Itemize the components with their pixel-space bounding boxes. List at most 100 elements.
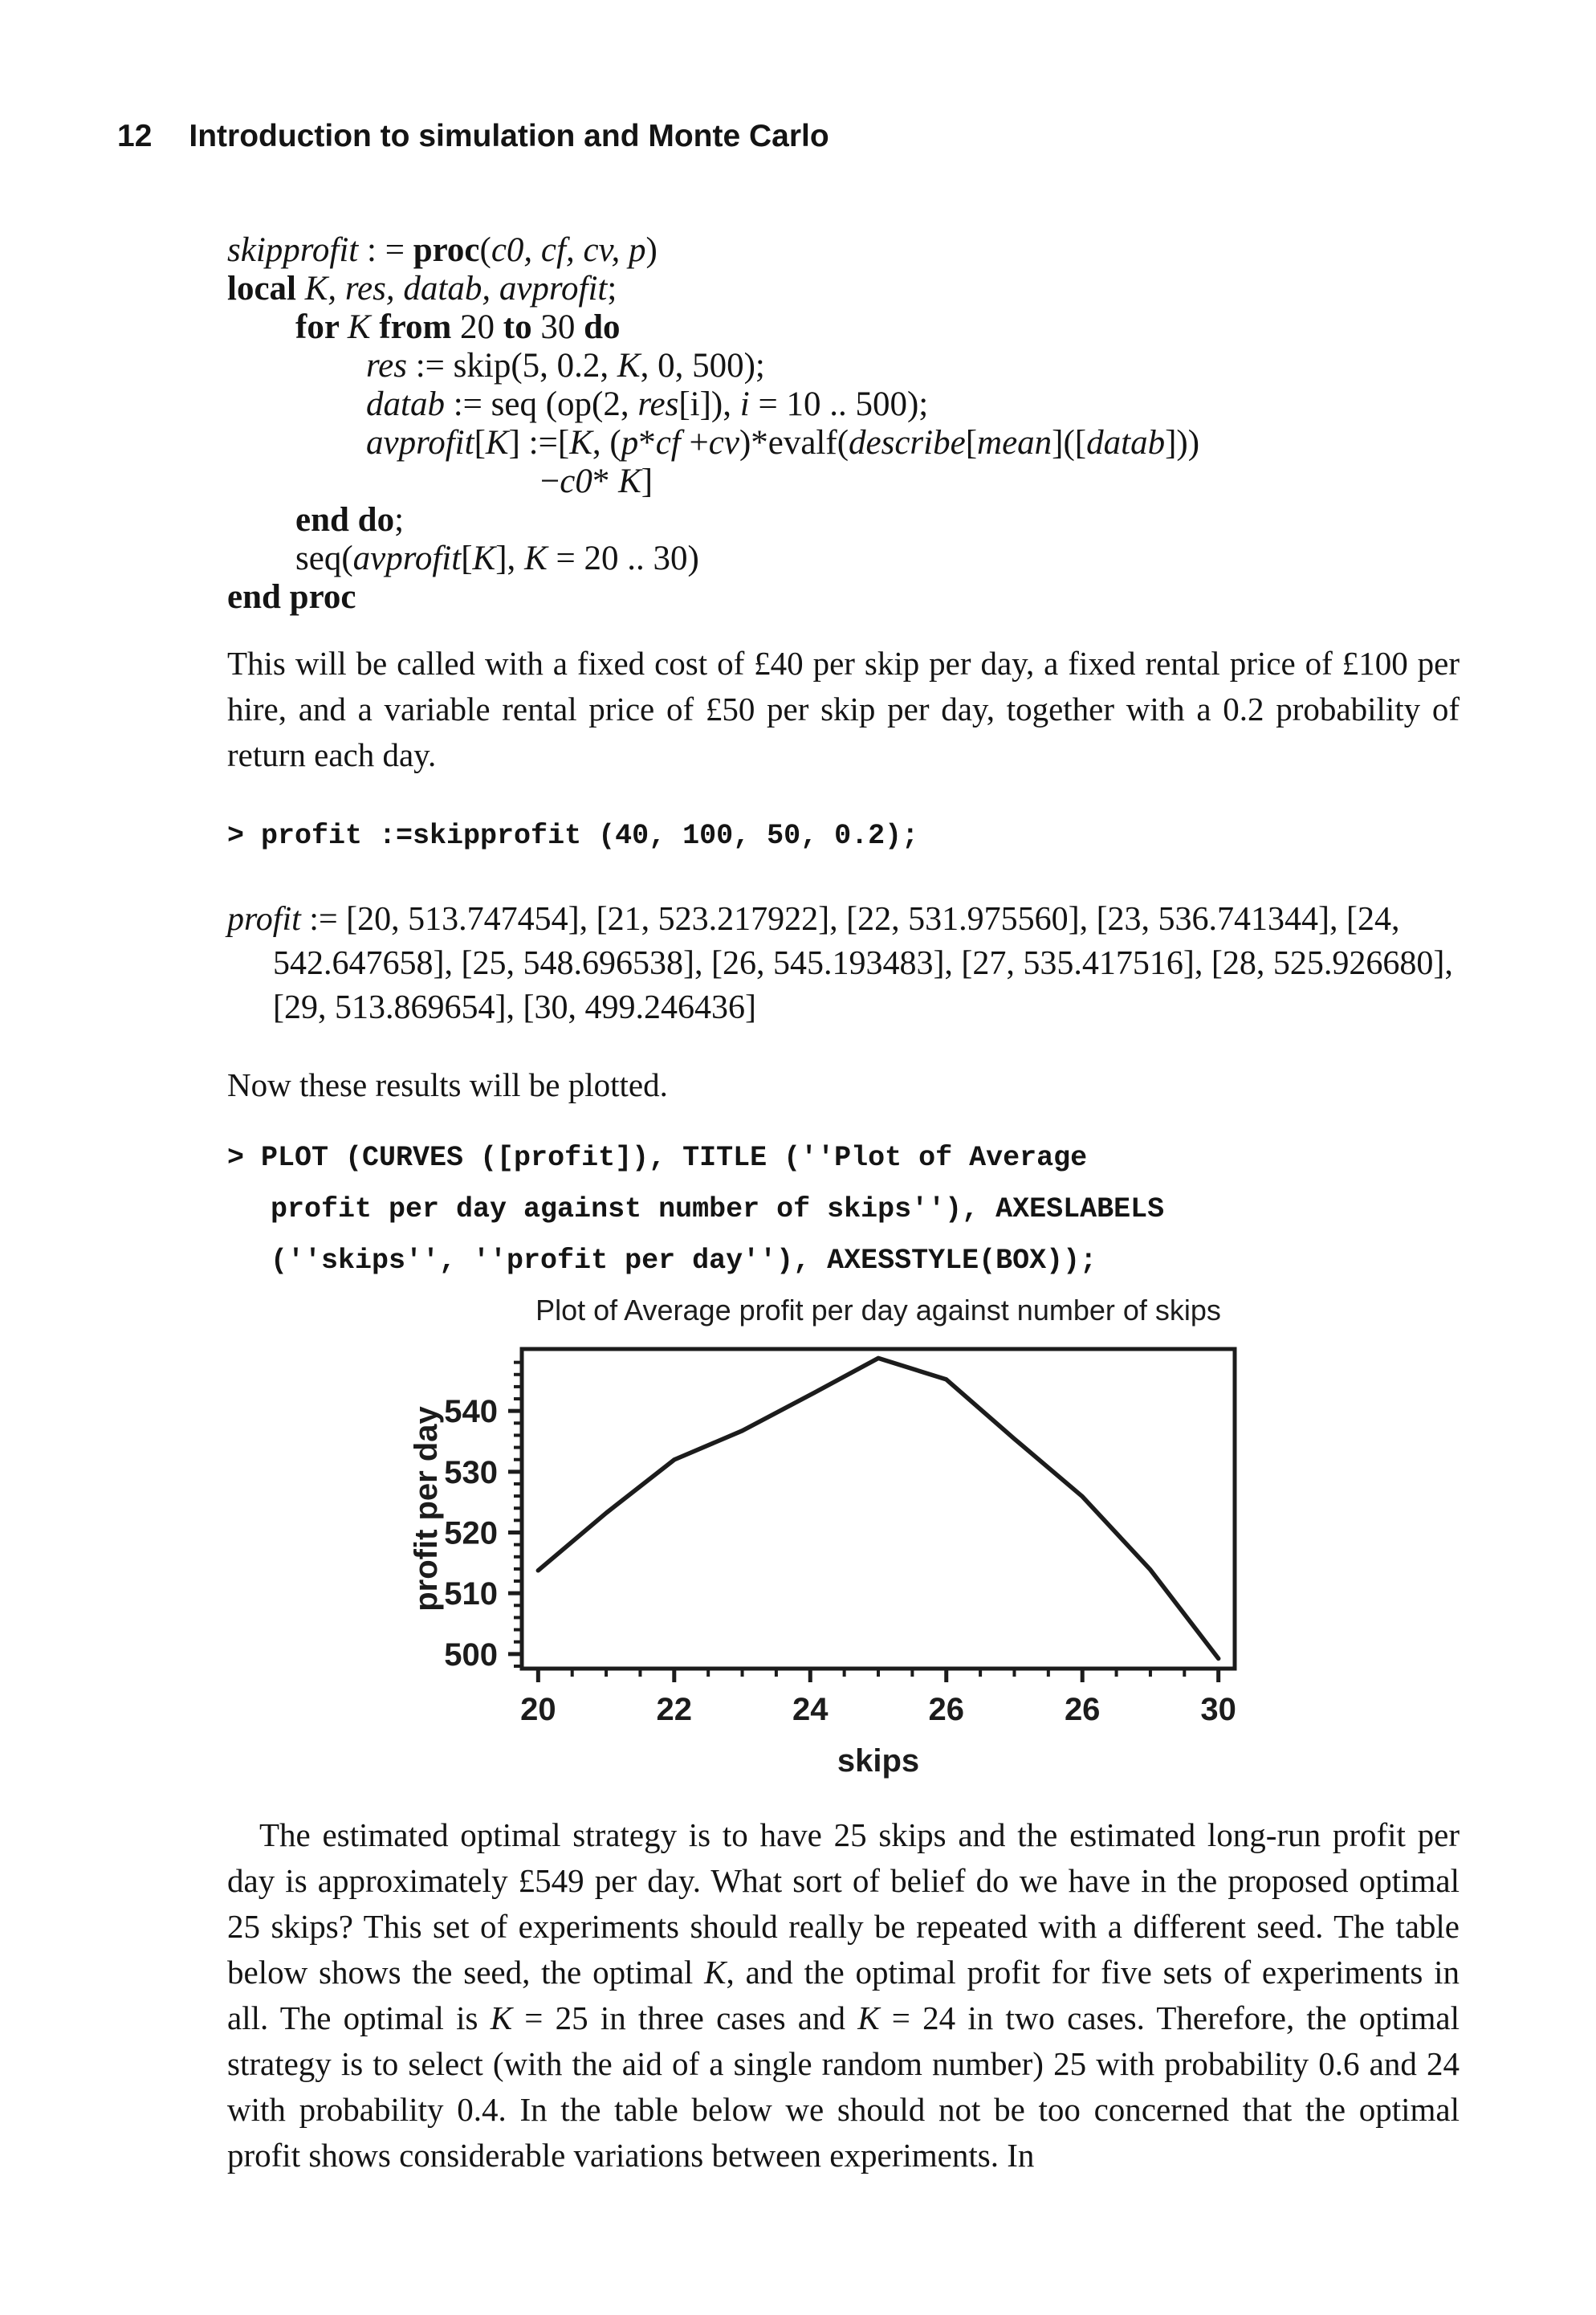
text-segment: res (366, 347, 416, 385)
profit-result-block: profit := [20, 513.747454], [21, 523.217… (227, 898, 1460, 1030)
text-segment: datab (366, 385, 454, 423)
text-segment: profit (227, 901, 310, 938)
text-segment: K (490, 1999, 525, 2036)
text-segment: K (618, 463, 641, 500)
code-line: end proc (227, 578, 1460, 617)
code-line: local K, res, datab, avprofit; (227, 270, 1460, 308)
code-line: end do; (295, 501, 1460, 540)
text-segment: K (704, 1954, 727, 1991)
text-segment: skipprofit (227, 231, 359, 269)
text-segment: end do (295, 501, 395, 539)
code-line: skipprofit : = proc(c0, cf, cv, p) (227, 231, 1460, 270)
text-segment: c0 (560, 463, 592, 500)
text-segment: p (621, 424, 639, 462)
chart-title: Plot of Average profit per day against n… (535, 1294, 1221, 1327)
result-line: [29, 513.869654], [30, 499.246436] (273, 986, 1460, 1030)
text-segment: [ (474, 424, 486, 462)
x-tick-label: 20 (520, 1692, 556, 1727)
page-header: 12 Introduction to simulation and Monte … (0, 0, 1596, 154)
text-segment: = 25 in three cases and (524, 1999, 858, 2036)
text-segment: ; (394, 501, 405, 539)
text-segment: ], (495, 540, 525, 577)
text-segment: = 20 .. 30) (556, 540, 699, 577)
text-segment: c0, cf, cv, p (491, 231, 646, 269)
text-segment: for (295, 308, 348, 346)
maple-code-block: skipprofit : = proc(c0, cf, cv, p) local … (227, 231, 1460, 617)
text-segment: ])) (1165, 424, 1200, 462)
text-segment: : = (358, 231, 413, 269)
text-segment: end proc (227, 578, 356, 616)
text-segment: to (503, 308, 541, 346)
command-profit: > profit :=skipprofit (40, 100, 50, 0.2)… (227, 810, 1460, 862)
chapter-title: Introduction to simulation and Monte Car… (189, 119, 829, 153)
y-axis-label: profit per day (409, 1405, 444, 1611)
text-segment: [29, 513.869654], [30, 499.246436] (273, 989, 756, 1026)
result-line: 542.647658], [25, 548.696538], [26, 545.… (273, 942, 1460, 986)
text-segment: (''skips'', ''profit per day''), AXESSTY… (271, 1245, 1097, 1277)
command-line: > profit :=skipprofit (40, 100, 50, 0.2)… (227, 810, 1460, 862)
text-segment: K (524, 540, 556, 577)
text-segment: mean (977, 424, 1052, 462)
text-segment: cf (655, 424, 690, 462)
text-segment: , and the optimal profit for five sets o… (227, 1954, 1460, 2036)
text-segment: * (592, 463, 619, 500)
text-segment: , 0, 500); (640, 347, 765, 385)
text-segment: proc (413, 231, 480, 269)
code-line: datab := seq (op(2, res[i]), i = 10 .. 5… (366, 385, 1460, 424)
x-tick-label: 26 (1065, 1692, 1101, 1727)
page-number: 12 (117, 119, 153, 153)
text-segment: ]([ (1052, 424, 1087, 462)
text-segment: cv (708, 424, 739, 462)
command-line: (''skips'', ''profit per day''), AXESSTY… (271, 1235, 1460, 1286)
x-tick-label: 26 (928, 1692, 964, 1727)
x-tick-label: 24 (792, 1692, 829, 1727)
text-segment: ( (479, 231, 491, 269)
text-segment: = 10 .. 500); (758, 385, 929, 423)
code-line: res := skip(5, 0.2, K, 0, 500); (366, 347, 1460, 385)
text-segment: K (857, 1999, 892, 2036)
closing-paragraph: The estimated optimal strategy is to hav… (227, 1812, 1460, 2178)
text-segment: K (485, 424, 509, 462)
text-segment: + (689, 424, 709, 462)
text-segment: local (227, 270, 305, 308)
text-segment: K, res, datab, avprofit (304, 270, 608, 308)
y-tick-label: 500 (444, 1637, 498, 1673)
text-segment: ) (645, 231, 658, 269)
text-segment: ] :=[ (508, 424, 570, 462)
text-segment: ] (641, 463, 653, 500)
y-tick-label: 510 (444, 1576, 498, 1612)
result-line: profit := [20, 513.747454], [21, 523.217… (227, 898, 1460, 942)
note-paragraph: Now these results will be plotted. (227, 1066, 668, 1103)
text-segment: 542.647658], [25, 548.696538], [26, 545.… (273, 945, 1453, 982)
text-segment: := skip(5, 0.2, (415, 347, 617, 385)
code-line: avprofit[K] :=[K, (p*cf +cv)*evalf(descr… (366, 424, 1460, 463)
page-content: skipprofit : = proc(c0, cf, cv, p) local … (0, 231, 1596, 2178)
text-segment: )*evalf( (739, 424, 849, 462)
intro-paragraph: This will be called with a fixed cost of… (227, 645, 1460, 773)
text-segment: K (617, 347, 641, 385)
text-segment: > PLOT (CURVES ([profit]), TITLE (''Plot… (227, 1142, 1088, 1174)
code-line: −c0* K] (540, 463, 1460, 501)
text-segment: 30 (540, 308, 584, 346)
y-tick-label: 520 (444, 1516, 498, 1551)
text-segment: K (569, 424, 592, 462)
text-segment: ; (607, 270, 617, 308)
text-segment: K (472, 540, 496, 577)
text-segment: from (379, 308, 461, 346)
text-segment: avprofit (352, 540, 462, 577)
text-segment: seq( (295, 540, 353, 577)
x-axis-label: skips (837, 1743, 919, 1779)
text-segment: − (540, 463, 560, 500)
text-segment: [ (461, 540, 473, 577)
text-segment: , ( (592, 424, 621, 462)
text-segment: 20 (460, 308, 503, 346)
profit-chart-figure: Plot of Average profit per day against n… (227, 1286, 1460, 1800)
x-tick-label: 30 (1200, 1692, 1236, 1727)
text-segment: K (347, 308, 380, 346)
x-tick-label: 22 (657, 1692, 693, 1727)
text-segment: describe (849, 424, 966, 462)
text-segment: res (637, 385, 679, 423)
text-segment: datab (1086, 424, 1166, 462)
command-line: > PLOT (CURVES ([profit]), TITLE (''Plot… (227, 1132, 1460, 1184)
